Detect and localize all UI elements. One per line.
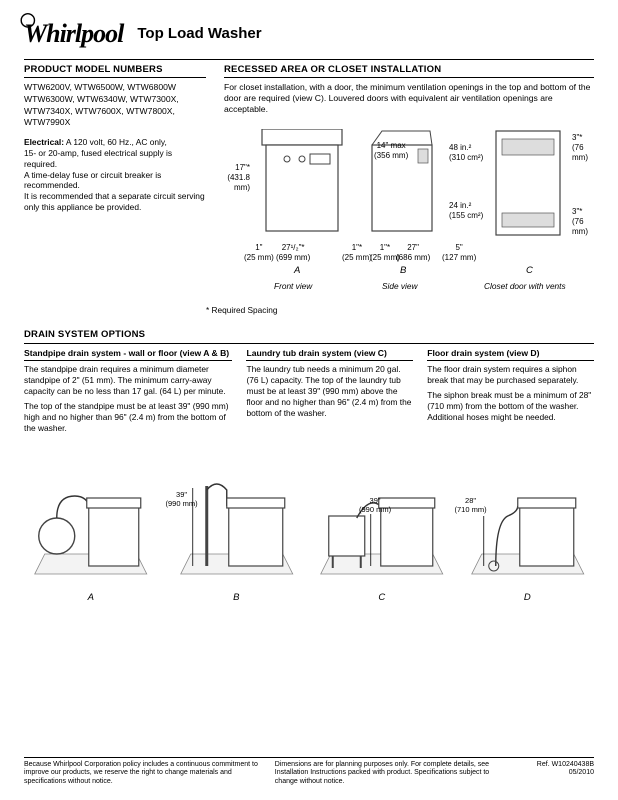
brand-text: Whirlpool (24, 19, 123, 48)
dim-27: 27¹/₂"* (699 mm) (276, 243, 310, 263)
letter-a: A (294, 265, 300, 277)
front-view-icon (252, 129, 352, 239)
fig-b-letter: B (233, 592, 239, 604)
drain-heading: DRAIN SYSTEM OPTIONS (24, 329, 594, 344)
closet-diagram: 17"* (431.8 mm) 14" max (356 mm) 48 in.²… (224, 123, 594, 303)
drain-figures: A 39" (990 mm) B 39" (990 mm) C (24, 444, 594, 604)
footer-center: Dimensions are for planning purposes onl… (275, 761, 503, 786)
caption-a: Front view (274, 281, 312, 291)
letter-c: C (526, 265, 533, 277)
washer-c-icon (315, 466, 449, 586)
page-header: ◯ Whirlpool Top Load Washer (24, 18, 594, 51)
footer-left: Because Whirlpool Corporation policy inc… (24, 761, 263, 786)
page-title: Top Load Washer (137, 25, 261, 44)
dim-24in2: 24 in.² (155 cm²) (449, 201, 483, 221)
drain-col-c: Laundry tub drain system (view C) The la… (246, 348, 413, 434)
drain-c-title: Laundry tub drain system (view C) (246, 348, 413, 361)
washer-b-icon (170, 466, 304, 586)
required-spacing-note: * Required Spacing (206, 305, 594, 315)
fig-b-dim: 39" (990 mm) (166, 490, 198, 509)
dim-27b: 27" (686 mm) (396, 243, 430, 263)
header-rule (24, 59, 594, 60)
top-row: PRODUCT MODEL NUMBERS WTW6200V, WTW6500W… (24, 64, 594, 315)
recessed-text: For closet installation, with a door, th… (224, 82, 594, 114)
recessed-col: RECESSED AREA OR CLOSET INSTALLATION For… (224, 64, 594, 315)
figure-c: 39" (990 mm) C (315, 444, 449, 604)
drain-ab-p1: The standpipe drain requires a minimum d… (24, 364, 232, 397)
footer-ref: Ref. W10240438B 05/2010 (514, 761, 594, 786)
drain-c-p1: The laundry tub needs a minimum 20 gal. … (246, 364, 413, 419)
letter-b: B (400, 265, 406, 277)
recessed-heading: RECESSED AREA OR CLOSET INSTALLATION (224, 64, 594, 79)
electrical-label: Electrical: (24, 137, 64, 147)
drain-col-d: Floor drain system (view D) The floor dr… (427, 348, 594, 434)
closet-door-icon (488, 129, 574, 239)
figure-b: 39" (990 mm) B (170, 444, 304, 604)
drain-col-ab: Standpipe drain system - wall or floor (… (24, 348, 232, 434)
drain-columns: Standpipe drain system - wall or floor (… (24, 348, 594, 434)
drain-d-p1: The floor drain system requires a siphon… (427, 364, 594, 386)
dim-14in: 14" max (356 mm) (374, 141, 408, 161)
dim-5: 5" (127 mm) (442, 243, 476, 263)
fig-c-letter: C (378, 592, 385, 604)
dim-1r: 1"* (25 mm) (342, 243, 372, 263)
dim-48in2: 48 in.² (310 cm²) (449, 143, 483, 163)
caption-c: Closet door with vents (484, 281, 566, 291)
electrical-spec: Electrical: A 120 volt, 60 Hz., AC only,… (24, 137, 206, 213)
fig-a-letter: A (88, 592, 94, 604)
drain-ab-title: Standpipe drain system - wall or floor (… (24, 348, 232, 361)
brand-logo: ◯ Whirlpool (24, 18, 123, 51)
electrical-text: A 120 volt, 60 Hz., AC only, 15- or 20-a… (24, 137, 205, 213)
product-models-heading: PRODUCT MODEL NUMBERS (24, 64, 206, 79)
fig-d-letter: D (524, 592, 531, 604)
model-numbers: WTW6200V, WTW6500W, WTW6800W WTW6300W, W… (24, 82, 206, 128)
washer-a-icon (24, 466, 158, 586)
product-models-col: PRODUCT MODEL NUMBERS WTW6200V, WTW6500W… (24, 64, 206, 315)
figure-a: A (24, 444, 158, 604)
logo-ring-icon: ◯ (20, 12, 35, 30)
fig-c-dim: 39" (990 mm) (359, 496, 391, 515)
fig-d-dim: 28" (710 mm) (455, 496, 487, 515)
washer-d-icon (461, 466, 595, 586)
caption-b: Side view (382, 281, 418, 291)
dim-1l: 1" (25 mm) (244, 243, 274, 263)
dim-17in: 17"* (431.8 mm) (220, 163, 250, 193)
figure-d: 28" (710 mm) D (461, 444, 595, 604)
drain-d-title: Floor drain system (view D) (427, 348, 594, 361)
drain-section: DRAIN SYSTEM OPTIONS (24, 329, 594, 344)
page-footer: Because Whirlpool Corporation policy inc… (24, 757, 594, 786)
dim-3a: 3"* (76 mm) (572, 133, 594, 163)
dim-3b: 3"* (76 mm) (572, 207, 594, 237)
drain-ab-p2: The top of the standpipe must be at leas… (24, 401, 232, 434)
drain-d-p2: The siphon break must be a minimum of 28… (427, 390, 594, 423)
